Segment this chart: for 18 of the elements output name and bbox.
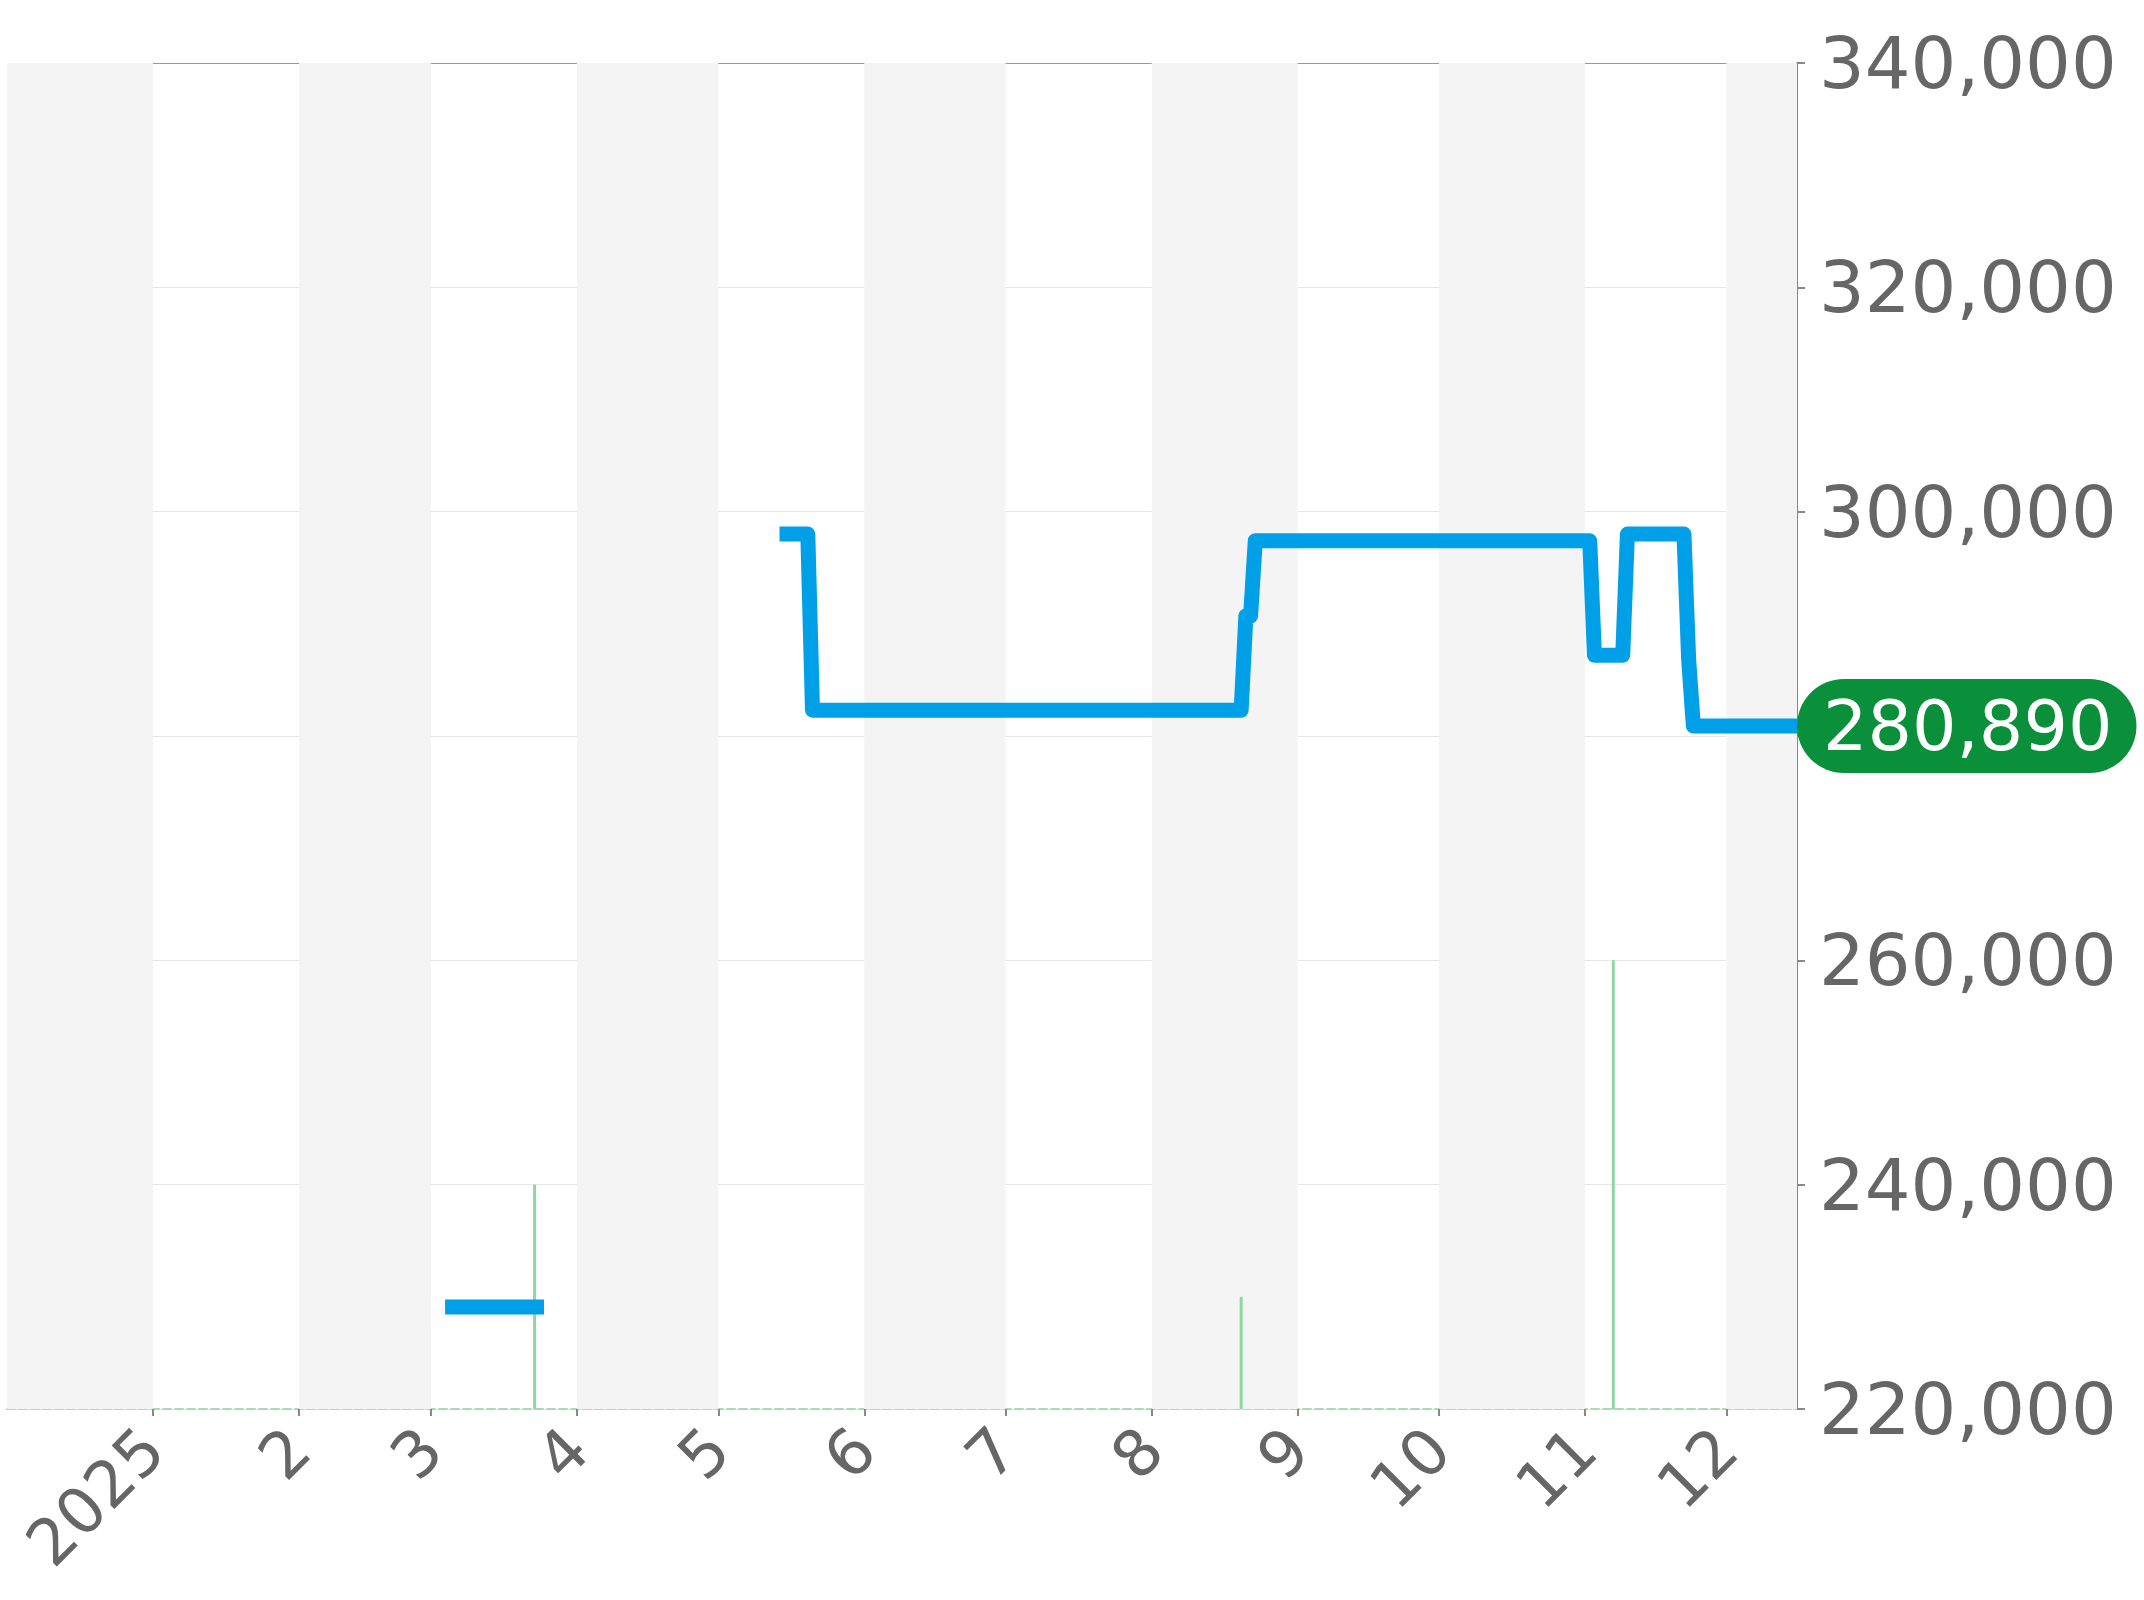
- x-tick-label: 4: [522, 1412, 604, 1494]
- y-tick-label: 240,000: [1819, 1142, 2117, 1227]
- x-tick-label: 2: [244, 1412, 326, 1494]
- x-tick-label: 7: [950, 1412, 1032, 1494]
- x-tick-label: 11: [1501, 1412, 1612, 1523]
- x-tick-label: 8: [1096, 1412, 1178, 1494]
- x-tick-label: 5: [663, 1412, 745, 1494]
- x-tick-label: 3: [375, 1412, 458, 1494]
- y-tick-label: 300,000: [1819, 469, 2117, 554]
- x-tick-label: 9: [1242, 1412, 1324, 1494]
- x-tick-label: 6: [809, 1412, 891, 1494]
- x-tick-label: 12: [1642, 1412, 1753, 1523]
- x-tick-label: 10: [1355, 1412, 1466, 1523]
- y-tick-label: 220,000: [1819, 1367, 2117, 1451]
- y-tick-label: 340,000: [1819, 21, 2117, 105]
- y-tick-label: 320,000: [1819, 245, 2117, 330]
- y-tick-label: 260,000: [1819, 918, 2117, 1003]
- annotation: 280,890: [1823, 685, 2113, 768]
